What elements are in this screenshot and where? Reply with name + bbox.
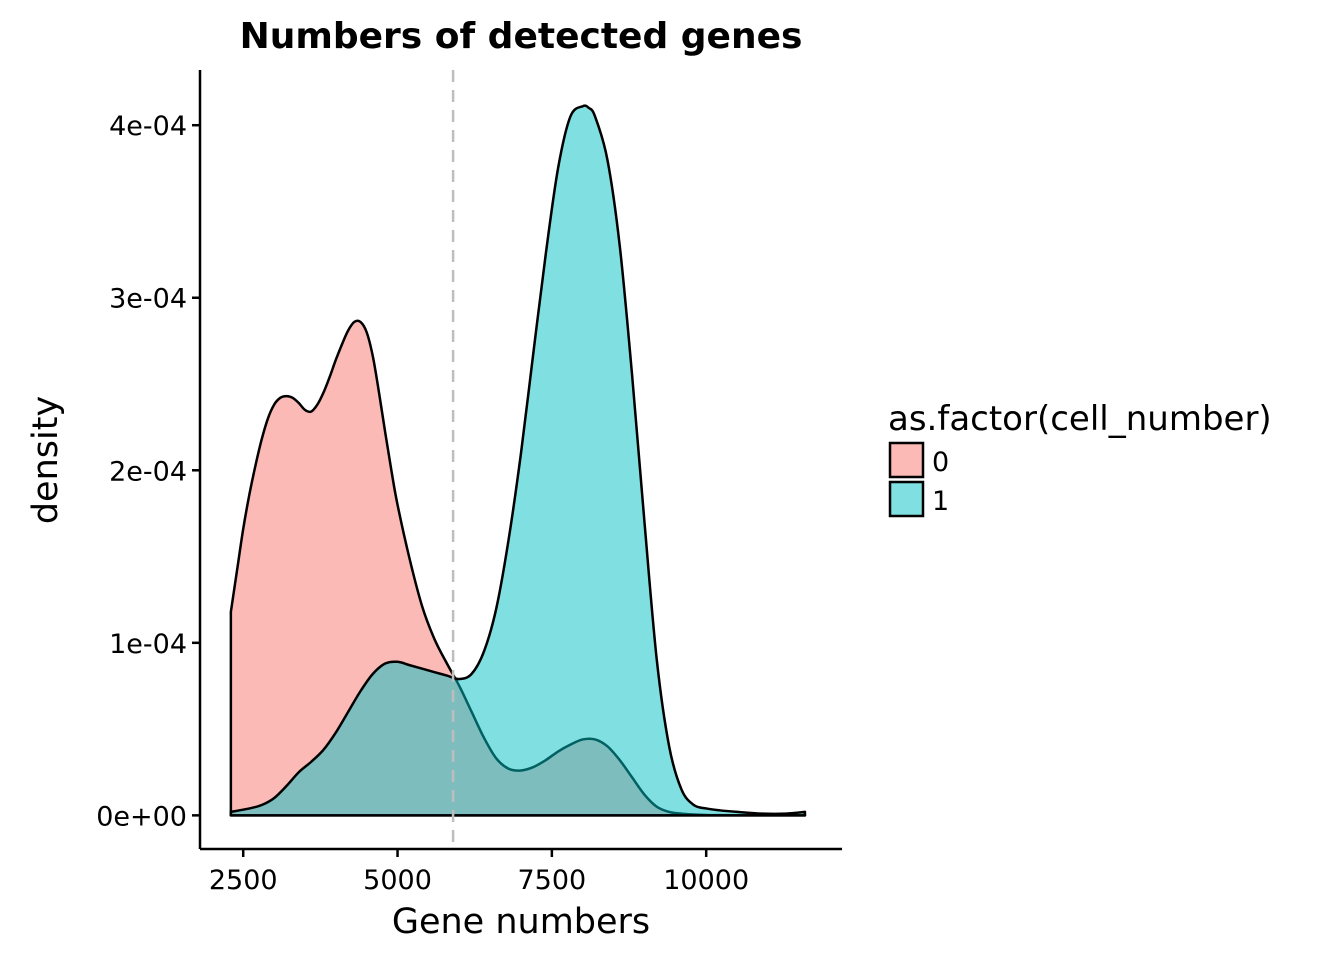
x-axis-ticks: 2500 5000 7500 10000: [209, 849, 749, 896]
legend-label-0: 0: [932, 447, 949, 478]
legend: as.factor(cell_number) 0 1: [888, 399, 1272, 518]
legend-key-1: [888, 480, 925, 518]
y-axis-ticks: 0e+00 1e-04 2e-04 3e-04 4e-04: [96, 111, 200, 832]
x-tick-label: 7500: [518, 865, 587, 896]
x-tick-label: 2500: [209, 865, 278, 896]
y-tick-label: 0e+00: [96, 801, 187, 832]
plot-areas: [229, 104, 807, 817]
density-area-series-1: [229, 104, 807, 817]
x-axis-title: Gene numbers: [392, 902, 650, 942]
y-tick-label: 4e-04: [109, 111, 187, 142]
y-tick-label: 3e-04: [109, 284, 187, 315]
x-tick-label: 10000: [663, 865, 749, 896]
legend-label-1: 1: [932, 486, 949, 517]
legend-title: as.factor(cell_number): [888, 399, 1272, 439]
y-tick-label: 1e-04: [109, 629, 187, 660]
x-tick-label: 5000: [363, 865, 432, 896]
y-axis-title: density: [26, 396, 66, 524]
chart-title: Numbers of detected genes: [240, 16, 803, 57]
y-tick-label: 2e-04: [109, 456, 187, 487]
legend-key-0: [888, 441, 925, 479]
